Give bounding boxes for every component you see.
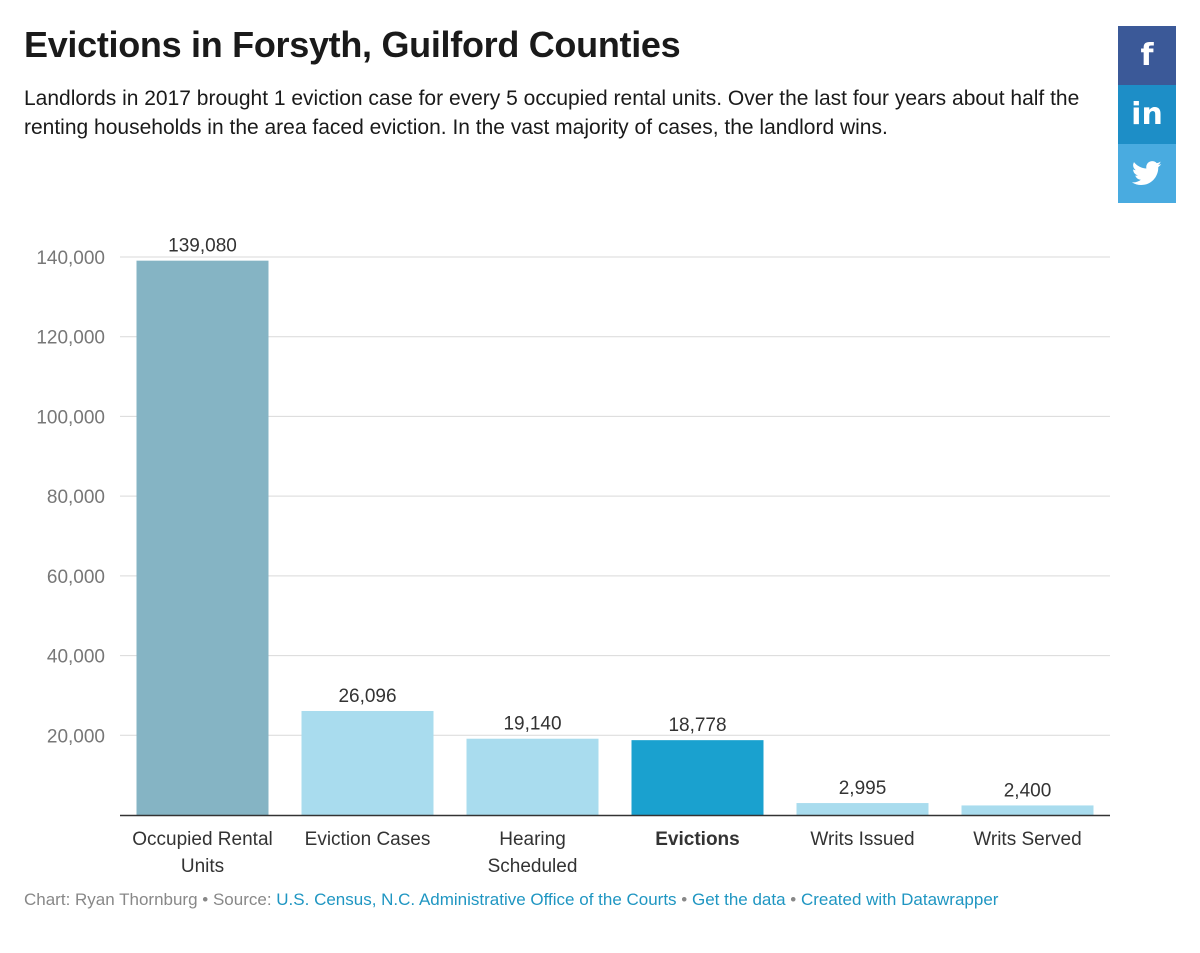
x-tick-label: Occupied Rental Units [132, 829, 272, 877]
bar [466, 738, 599, 815]
twitter-icon [1132, 161, 1162, 185]
source-label: Source: [212, 890, 277, 909]
chart-footer: Chart: Ryan Thornburg • Source: U.S. Cen… [24, 890, 998, 910]
facebook-share-button[interactable]: f [1118, 26, 1176, 85]
bar [631, 740, 764, 815]
y-tick-label: 40,000 [47, 647, 105, 668]
footer-separator: • [197, 890, 213, 909]
y-tick-label: 20,000 [47, 726, 105, 747]
source-link[interactable]: U.S. Census, N.C. Administrative Office … [276, 890, 677, 909]
data-label: 2,995 [839, 778, 887, 799]
data-label: 2,400 [1004, 780, 1052, 801]
linkedin-share-button[interactable]: in [1118, 85, 1176, 144]
data-label: 18,778 [668, 715, 726, 736]
get-data-link[interactable]: Get the data [691, 890, 786, 909]
footer-separator: • [785, 890, 801, 909]
x-tick-label: Evictions [655, 829, 739, 850]
facebook-icon: f [1140, 37, 1154, 73]
share-bar: f in [1118, 26, 1176, 203]
bar [301, 710, 434, 815]
data-label: 19,140 [503, 714, 561, 735]
x-tick-label: Hearing Scheduled [488, 829, 578, 877]
bar [136, 260, 269, 815]
y-tick-label: 60,000 [47, 567, 105, 588]
linkedin-icon: in [1131, 96, 1163, 132]
chart-title: Evictions in Forsyth, Guilford Counties [24, 24, 681, 65]
datawrapper-link[interactable]: Created with Datawrapper [800, 890, 999, 909]
x-tick-label: Writs Served [973, 829, 1081, 850]
y-tick-label: 140,000 [36, 248, 105, 269]
y-tick-label: 100,000 [36, 407, 105, 428]
data-label: 139,080 [168, 236, 237, 257]
bar [961, 805, 1094, 815]
chart-description: Landlords in 2017 brought 1 eviction cas… [24, 87, 1080, 139]
x-tick-label: Writs Issued [810, 829, 914, 850]
twitter-share-button[interactable] [1118, 144, 1176, 203]
data-label: 26,096 [338, 686, 396, 707]
bar [796, 803, 929, 815]
footer-separator: • [676, 890, 692, 909]
bar-chart: 20,000 40,000 60,000 80,000 100,000 120,000 14… [36, 236, 1110, 877]
x-tick-label: Eviction Cases [305, 829, 431, 850]
chart-credit: Chart: Ryan Thornburg [24, 890, 198, 909]
y-tick-label: 80,000 [47, 487, 105, 508]
y-tick-label: 120,000 [36, 328, 105, 349]
